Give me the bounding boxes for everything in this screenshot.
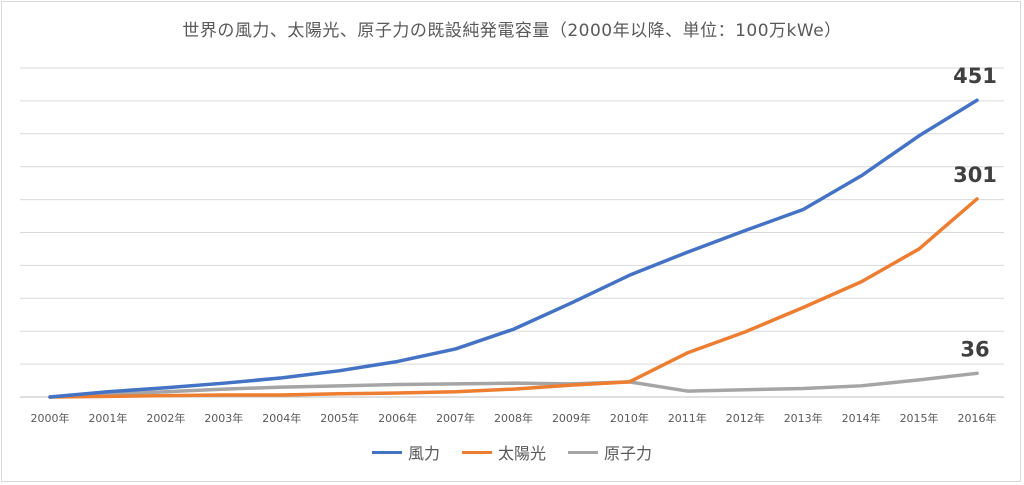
x-tick-label: 2010年 [610,411,649,425]
x-tick-label: 2001年 [88,411,127,425]
legend-label: 風力 [407,444,440,463]
legend-item: 風力 [371,440,440,464]
legend-swatch [371,450,402,454]
legend: 風力 太陽光 原子力 [0,440,1024,464]
x-tick-label: 2000年 [31,411,70,425]
x-tick-label: 2004年 [262,411,301,425]
chart-title: 世界の風力、太陽光、原子力の既設純発電容量（2000年以降、単位：100万kWe… [182,21,842,41]
x-tick-label: 2011年 [668,411,707,425]
x-tick-label: 2014年 [842,411,881,425]
x-tick-label: 2007年 [436,411,475,425]
data-labels: 451 301 36 [953,64,997,361]
data-label: 36 [960,337,989,361]
data-label: 451 [953,64,997,88]
x-tick-label: 2016年 [958,411,997,425]
gridlines [20,67,1004,398]
x-tick-label: 2006年 [378,411,417,425]
x-axis-tick-labels: 2000年 2001年 2002年 2003年 2004年 2005年 2006年 2007年… [31,411,997,425]
x-tick-label: 2013年 [784,411,823,425]
legend-label: 原子力 [604,444,653,463]
x-tick-label: 2003年 [204,411,243,425]
series-line [48,371,979,399]
x-tick-label: 2012年 [726,411,765,425]
x-tick-label: 2002年 [146,411,185,425]
x-tick-label: 2015年 [900,411,939,425]
x-tick-label: 2005年 [320,411,359,425]
series-line [48,98,979,399]
series-lines [48,98,979,399]
x-tick-label: 2009年 [552,411,591,425]
legend-swatch [461,450,492,454]
legend-item: 原子力 [568,440,652,464]
legend-swatch [568,450,598,454]
series-line [48,197,979,399]
legend-label: 太陽光 [497,444,546,463]
x-tick-label: 2008年 [494,411,533,425]
data-label: 301 [953,163,997,187]
legend-item: 太陽光 [461,440,546,464]
